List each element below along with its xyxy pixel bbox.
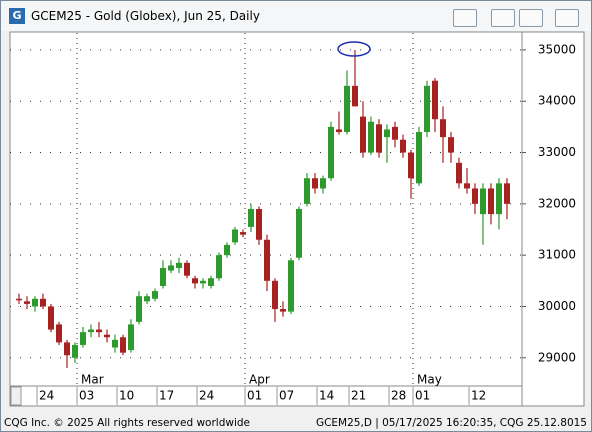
x-tick-label: 10 [119,389,134,403]
candle-body [200,280,206,284]
candle-body [104,334,110,338]
close-button[interactable] [555,9,579,27]
window-title: GCEM25 - Gold (Globex), Jun 25, Daily [31,9,260,23]
candle-body [392,126,398,140]
candle-body [496,183,502,215]
month-label: Mar [81,373,104,387]
y-tick-label: 33000 [538,145,576,159]
candle-body [424,85,430,133]
candle-body [256,208,262,240]
month-label: Apr [249,373,270,387]
candle-body [40,298,46,307]
app-icon: G [9,8,25,24]
candle-body [304,178,310,204]
candle-body [456,162,462,184]
candle-body [240,232,246,235]
candle-body [224,244,230,256]
candle-body [432,80,438,120]
month-label: May [417,373,442,387]
y-axis-area [521,31,585,407]
x-tick-label: 14 [319,389,334,403]
candle-body [280,309,286,312]
x-tick-label: 28 [391,389,406,403]
candle-body [192,278,198,284]
candle-body [488,188,494,215]
candle-body [216,255,222,279]
candle-body [160,267,166,286]
x-tick-label: 01 [247,389,262,403]
y-tick-label: 34000 [538,94,576,108]
candle-body [128,324,134,351]
candle-body [360,116,366,153]
candle-body [88,329,94,333]
candle-body [400,139,406,153]
y-tick-label: 31000 [538,248,576,262]
y-tick-label: 32000 [538,196,576,210]
candle-body [16,298,22,301]
x-tick-label: 03 [79,389,94,403]
scroll-handle[interactable] [10,386,22,406]
candle-body [248,208,254,227]
candle-body [440,119,446,138]
candle-body [272,280,278,310]
candle-body [264,239,270,281]
maximize-button[interactable] [519,9,543,27]
candle-body [208,278,214,286]
candle-body [416,132,422,184]
title-bar: G GCEM25 - Gold (Globex), Jun 25, Daily [1,1,591,31]
candle-body [368,121,374,153]
status-info: GCEM25,D | 05/17/2025 16:20:35, CQG 25.1… [315,417,587,429]
candle-body [352,85,358,107]
highlight-circle [337,41,371,57]
candle-body [312,178,318,189]
candle-body [184,262,190,276]
candle-body [48,306,54,330]
x-tick-label: 07 [279,389,294,403]
link-button[interactable] [453,9,477,27]
x-tick-label: 01 [415,389,430,403]
x-tick-label: 21 [351,389,366,403]
candle-body [176,262,182,268]
candle-body [80,332,86,345]
candle-body [152,291,158,299]
candle-body [232,229,238,243]
candle-body [296,208,302,258]
candle-body [472,188,478,204]
candle-body [136,296,142,322]
x-tick-label: 17 [159,389,174,403]
x-tick-label: 12 [471,389,486,403]
candle-body [464,183,470,189]
candle-body [144,296,150,302]
candle-body [120,337,126,353]
candle-body [56,324,62,343]
x-tick-label: 24 [39,389,54,403]
candle-body [336,129,342,133]
candle-body [32,298,38,307]
candle-body [64,342,70,356]
candle-body [288,260,294,312]
candle-body [376,124,382,153]
x-tick-label: 24 [199,389,214,403]
candle-body [96,329,102,333]
candle-body [24,301,30,304]
y-tick-label: 30000 [538,299,576,313]
plot-area [9,31,523,387]
y-tick-label: 35000 [538,42,576,56]
copyright: CQG Inc. © 2025 All rights reserved worl… [4,417,251,429]
candle-body [328,126,334,179]
candle-body [384,129,390,138]
candle-body [408,152,414,179]
candle-body [504,183,510,204]
candle-body [344,85,350,133]
minimize-button[interactable] [491,9,515,27]
candle-body [168,265,174,271]
candle-body [320,178,326,189]
candle-body [72,344,78,358]
candle-body [448,137,454,153]
candle-body [112,339,118,348]
y-tick-label: 29000 [538,350,576,364]
candle-body [480,188,486,215]
